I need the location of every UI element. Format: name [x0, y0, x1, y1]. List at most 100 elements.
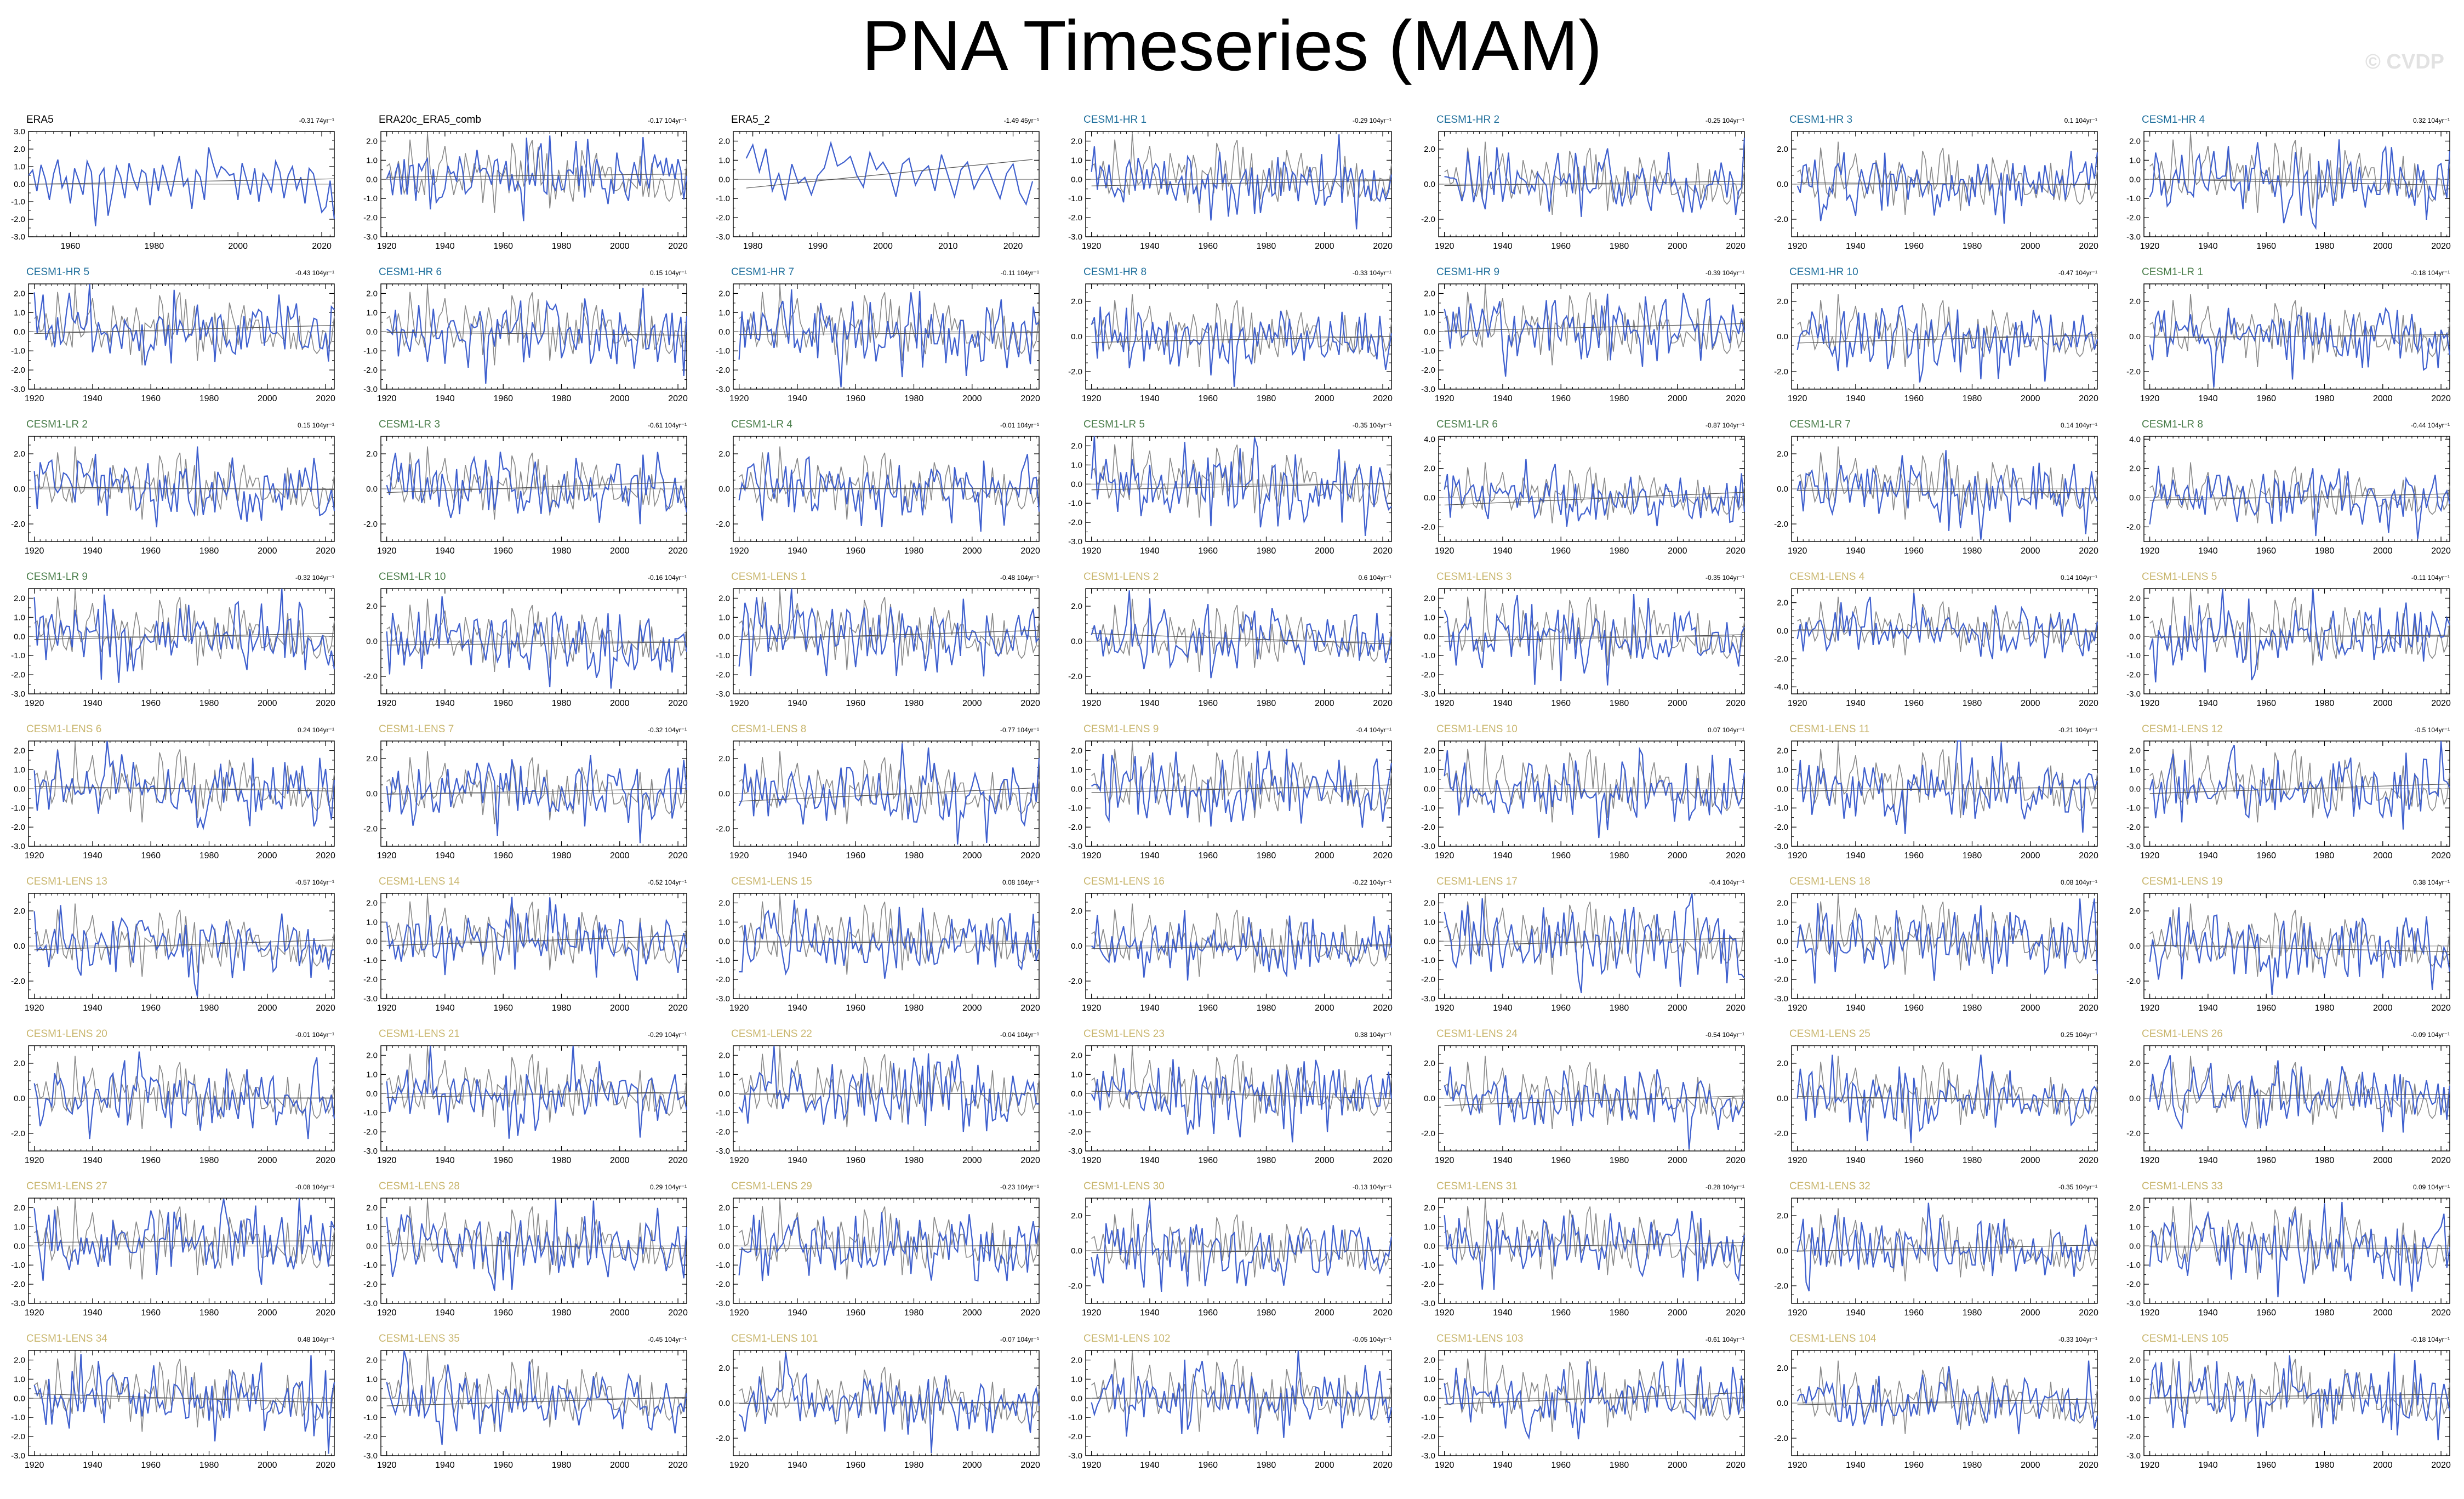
y-tick-label: -2.0: [1774, 654, 1788, 664]
trend-line: [1091, 336, 1392, 343]
panel-trend: -0.87 104yr⁻¹: [1706, 421, 1744, 429]
member-series-line: [33, 446, 335, 528]
x-tick-label: 2020: [1373, 394, 1393, 403]
y-tick-label: -2.0: [1421, 366, 1435, 375]
y-tick-label: -2.0: [1068, 367, 1082, 377]
panel-3: CESM1-HR 1 -0.29 104yr⁻¹ 1920 1940 1960 1980 2…: [1068, 114, 1393, 251]
trend-line: [1444, 634, 1745, 642]
x-tick-label: 1980: [552, 546, 572, 556]
y-tick-label: 2.0: [718, 289, 730, 298]
y-tick-label: -3.0: [1068, 232, 1082, 242]
x-tick-label: 2020: [1373, 699, 1393, 708]
panel-trend: 0.15 104yr⁻¹: [650, 269, 687, 277]
x-tick-label: 2020: [1726, 546, 1746, 556]
x-tick-label: 1980: [1963, 242, 1982, 251]
x-tick-label: 1920: [1788, 242, 1807, 251]
y-tick-label: 2.0: [1777, 297, 1788, 306]
x-tick-label: 1940: [2198, 394, 2218, 403]
trend-line: [2149, 635, 2450, 638]
x-tick-label: 1980: [2315, 699, 2335, 708]
x-tick-label: 2020: [2079, 242, 2098, 251]
panel-title: CESM1-LENS 2: [1083, 571, 1159, 583]
reference-series-line: [386, 285, 687, 366]
panel-23: CESM1-LENS 1 -0.48 104yr⁻¹ 1920 1940 1960 198…: [716, 571, 1040, 708]
y-tick-label: -1.0: [11, 651, 25, 660]
panel-title: CESM1-LENS 6: [26, 723, 101, 735]
y-tick-label: 2.0: [1071, 602, 1082, 611]
x-tick-label: 2000: [962, 546, 982, 556]
member-series-line: [1444, 459, 1746, 527]
y-tick-label: 0.0: [2129, 493, 2141, 503]
reference-series-line: [34, 285, 335, 366]
panel-7: CESM1-HR 5 -0.43 104yr⁻¹ 1920 1940 1960 1980 2…: [11, 266, 335, 403]
y-tick-label: -2.0: [11, 366, 25, 375]
page-title: PNA Timeseries (MAM): [0, 4, 2464, 87]
panel-16: CESM1-LR 4 -0.01 104yr⁻¹ 1920 1940 1960 1980 2…: [716, 419, 1040, 556]
x-tick-label: 2000: [258, 851, 277, 860]
y-tick-label: -2.0: [1774, 520, 1788, 529]
panel-frame: [1438, 588, 1745, 694]
panel-17: CESM1-LR 5 -0.35 104yr⁻¹ 1920 1940 1960 1980 2…: [1068, 419, 1393, 556]
x-tick-label: 1940: [2198, 699, 2218, 708]
x-tick-label: 1980: [2315, 394, 2335, 403]
y-tick-label: 1.0: [14, 162, 25, 172]
panel-title: CESM1-LR 4: [731, 419, 792, 430]
panel-title: CESM1-HR 9: [1436, 266, 1499, 278]
panel-trend: -0.47 104yr⁻¹: [2058, 269, 2097, 277]
reference-series-line: [739, 446, 1040, 520]
panel-title: CESM1-LR 3: [379, 419, 440, 430]
x-tick-label: 1960: [846, 699, 865, 708]
y-tick-label: 0.0: [14, 327, 25, 337]
trend-line: [1091, 180, 1392, 186]
y-tick-label: -2.0: [363, 520, 378, 529]
x-tick-label: 1940: [1140, 699, 1160, 708]
x-tick-label: 2020: [1726, 699, 1746, 708]
y-tick-label: 0.0: [1071, 175, 1082, 184]
y-tick-label: -1.0: [1068, 499, 1082, 508]
y-tick-label: -2.0: [716, 366, 730, 375]
panel-5: CESM1-HR 3 0.1 104yr⁻¹ 1920 1940 1960 1980 200…: [1774, 114, 2098, 251]
panel-title: CESM1-LENS 5: [2142, 571, 2217, 583]
x-tick-label: 2020: [1020, 699, 1040, 708]
panel-trend: -0.11 104yr⁻¹: [1001, 269, 1039, 277]
trend-line: [1444, 323, 1745, 332]
x-tick-label: 1960: [1904, 242, 1924, 251]
member-series-line: [33, 588, 335, 683]
member-series-line: [1796, 151, 2098, 224]
x-tick-label: 1980: [2315, 242, 2335, 251]
member-series-line: [386, 452, 688, 525]
panel-title: CESM1-HR 4: [2142, 114, 2205, 126]
panel-trend: 0.14 104yr⁻¹: [2061, 421, 2097, 429]
panel-trend: -0.29 104yr⁻¹: [1353, 117, 1391, 124]
y-tick-label: 0.0: [14, 632, 25, 641]
panel-trend: -0.32 104yr⁻¹: [295, 574, 334, 582]
reference-series-line: [2149, 133, 2450, 213]
x-tick-label: 2020: [316, 394, 335, 403]
trend-line: [1091, 633, 1392, 645]
panel-trend: 0.15 104yr⁻¹: [298, 421, 334, 429]
panel-frame: [2143, 131, 2450, 237]
y-tick-label: -2.0: [2126, 670, 2141, 680]
trend-line: [386, 481, 687, 493]
y-tick-label: 1.0: [1424, 308, 1435, 317]
x-tick-label: 2020: [316, 546, 335, 556]
y-tick-label: -1.0: [363, 194, 378, 203]
trend-line: [386, 173, 687, 178]
y-tick-label: 0.0: [1777, 626, 1788, 636]
y-tick-label: -3.0: [1068, 537, 1082, 546]
x-tick-label: 1960: [1551, 242, 1571, 251]
x-tick-label: 2020: [312, 242, 332, 251]
y-tick-label: 0.0: [1777, 485, 1788, 494]
x-tick-label: 1920: [729, 394, 749, 403]
x-tick-label: 1980: [1257, 546, 1276, 556]
x-tick-label: 1920: [377, 394, 397, 403]
member-series-line: [386, 287, 688, 384]
panel-trend: -0.31 74yr⁻¹: [299, 117, 334, 124]
x-tick-label: 2000: [228, 242, 248, 251]
y-tick-label: 0.0: [2129, 175, 2141, 184]
x-tick-label: 1980: [743, 242, 763, 251]
x-tick-label: 1940: [2198, 546, 2218, 556]
y-tick-label: -2.0: [11, 823, 25, 832]
y-tick-label: -2.0: [2126, 213, 2141, 223]
y-tick-label: 0.0: [1777, 180, 1788, 189]
